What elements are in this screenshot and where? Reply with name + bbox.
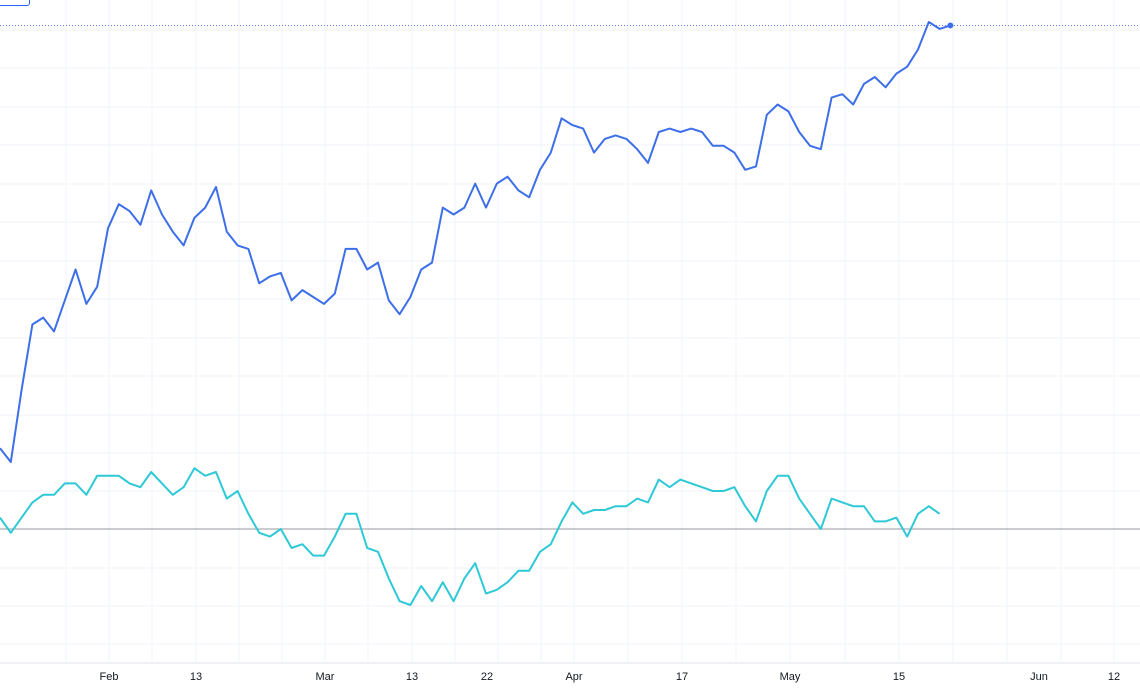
x-tick-label: 12	[1108, 671, 1120, 683]
x-tick-label: 13	[406, 671, 418, 683]
x-tick-label: Mar	[316, 671, 335, 683]
price-scale-tag[interactable]	[0, 0, 30, 6]
x-tick-label: 13	[190, 671, 202, 683]
x-axis: Feb 13 Mar 13 22 Apr 17 May 15 Jun 12	[0, 662, 1140, 683]
last-price-marker	[947, 22, 954, 29]
x-tick-label: Jun	[1030, 671, 1048, 683]
x-tick-label: 15	[893, 671, 905, 683]
oscillator-series-line	[0, 467, 941, 606]
x-tick-label: 22	[481, 671, 493, 683]
x-tick-label: 17	[676, 671, 688, 683]
x-tick-label: Apr	[565, 671, 582, 683]
x-tick-label: May	[780, 671, 801, 683]
x-tick-label: Feb	[100, 671, 119, 683]
price-series-line	[0, 21, 951, 463]
chart-grid	[0, 0, 1140, 662]
